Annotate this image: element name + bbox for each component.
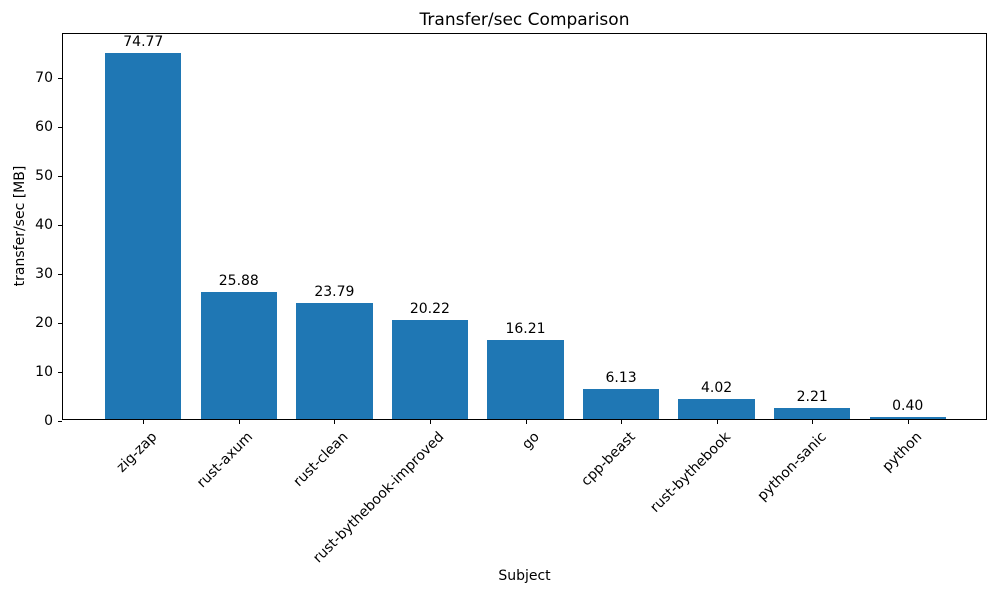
x-tick-label: python (879, 429, 926, 475)
y-tick-label: 10 (35, 363, 53, 380)
x-tick-label: go (519, 429, 543, 453)
bar (391, 319, 469, 419)
bar (105, 52, 182, 419)
x-tick-mark (716, 420, 718, 424)
bar-value-label: 6.13 (605, 370, 637, 386)
bar-value-label: 74.77 (123, 33, 164, 50)
bar-value-label: 0.40 (892, 398, 924, 414)
x-tick-label: python-sanic (754, 429, 830, 505)
y-tick-label: 40 (35, 216, 53, 233)
bar-value-label: 16.21 (505, 320, 546, 337)
x-tick-label: rust-clean (290, 429, 352, 490)
y-tick-mark (58, 274, 62, 275)
bar-value-label: 4.02 (701, 380, 733, 397)
x-tick-mark (812, 420, 814, 424)
x-tick-mark (525, 420, 527, 424)
plot-area: 74.77 zig-zap 25.88 rust-axum 23.79 rust-clea… (35, 33, 987, 566)
x-tick-label: zig-zap (113, 429, 161, 476)
x-tick-mark (143, 420, 145, 424)
bar-value-label: 23.79 (314, 283, 355, 300)
x-tick-mark (621, 420, 623, 424)
y-tick-label: 30 (35, 265, 53, 282)
bar (678, 399, 755, 419)
x-tick-mark (334, 420, 336, 424)
y-tick-mark (58, 78, 62, 80)
y-tick-label: 0 (44, 412, 53, 429)
y-tick-mark (58, 372, 62, 373)
bar (869, 417, 946, 419)
y-tick-label: 70 (35, 69, 53, 86)
x-tick-mark (429, 420, 431, 424)
y-tick-mark (58, 225, 62, 227)
bar (200, 292, 277, 419)
bar-value-label: 20.22 (409, 300, 450, 317)
bar-value-label: 25.88 (218, 273, 259, 290)
y-tick-mark (58, 323, 62, 324)
x-tick-label: rust-bythebook (647, 429, 734, 516)
x-tick-label: rust-axum (194, 429, 257, 492)
bar (487, 339, 564, 419)
y-tick-mark (58, 421, 62, 422)
bar-value-label: 2.21 (796, 389, 828, 406)
x-axis-label: Subject (498, 568, 551, 584)
y-tick-label: 60 (35, 118, 53, 135)
y-tick-mark (58, 127, 62, 129)
bar (296, 302, 373, 419)
x-tick-mark (238, 420, 240, 424)
y-tick-label: 20 (35, 314, 53, 331)
x-tick-label: cpp-beast (578, 429, 639, 490)
bar (582, 389, 660, 419)
chart-title: Transfer/sec Comparison (419, 10, 630, 30)
y-tick-label: 50 (35, 167, 53, 184)
bar (774, 408, 851, 419)
y-tick-mark (58, 176, 62, 178)
x-tick-mark (907, 420, 909, 424)
